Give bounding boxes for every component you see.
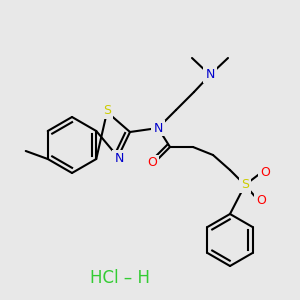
Text: O: O <box>260 166 270 178</box>
Text: N: N <box>205 68 215 82</box>
Text: N: N <box>114 152 124 164</box>
Text: HCl – H: HCl – H <box>90 269 150 287</box>
Text: N: N <box>153 122 163 134</box>
Text: O: O <box>256 194 266 206</box>
Text: O: O <box>147 157 157 169</box>
Text: S: S <box>241 178 249 191</box>
Text: S: S <box>103 104 111 118</box>
